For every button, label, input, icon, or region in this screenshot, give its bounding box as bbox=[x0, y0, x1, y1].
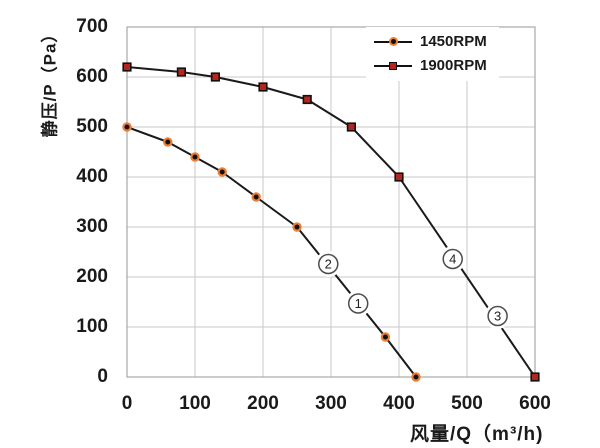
annotation-number: 4 bbox=[449, 252, 456, 267]
data-point-square bbox=[346, 122, 357, 132]
data-point-square bbox=[258, 82, 268, 92]
y-tick-label: 500 bbox=[76, 116, 108, 137]
annotation-number: 1 bbox=[355, 296, 362, 311]
x-tick-label: 600 bbox=[519, 393, 551, 414]
data-point-circle bbox=[217, 167, 227, 177]
x-tick-label: 300 bbox=[315, 393, 347, 414]
data-point-circle bbox=[122, 122, 132, 132]
y-tick-label: 200 bbox=[76, 266, 108, 287]
y-tick-label: 700 bbox=[76, 16, 108, 37]
data-point-circle bbox=[380, 332, 391, 342]
data-point-square bbox=[394, 172, 404, 182]
x-tick-label: 500 bbox=[451, 393, 483, 414]
data-point-circle bbox=[411, 372, 421, 382]
data-point-square bbox=[122, 62, 132, 72]
legend-label: 1450RPM bbox=[420, 33, 487, 50]
circle-marker-icon bbox=[388, 37, 398, 46]
y-axis-title: 静压/P（Pa） bbox=[40, 24, 60, 138]
data-point-square bbox=[530, 372, 540, 382]
y-tick-labels: 0 100 200 300 400 500 600 700 bbox=[38, 0, 108, 448]
y-tick-label: 400 bbox=[76, 166, 108, 187]
x-tick-label: 100 bbox=[179, 393, 211, 414]
annotation-number: 2 bbox=[325, 257, 332, 272]
data-point-square bbox=[302, 94, 312, 105]
y-tick-label: 300 bbox=[76, 216, 108, 237]
data-point-circle bbox=[292, 222, 302, 232]
y-tick-label: 0 bbox=[97, 366, 108, 387]
data-point-circle bbox=[190, 152, 200, 162]
legend-label: 1900RPM bbox=[420, 57, 487, 74]
plot-border bbox=[126, 26, 536, 378]
x-tick-label: 0 bbox=[121, 393, 133, 414]
x-tick-label: 400 bbox=[383, 393, 415, 414]
legend: 1450RPM 1900RPM bbox=[366, 27, 499, 81]
legend-line-icon bbox=[374, 61, 412, 70]
square-marker-icon bbox=[389, 61, 397, 70]
annotation-number: 3 bbox=[494, 309, 501, 324]
annotation-circle bbox=[347, 293, 369, 314]
data-point-circle bbox=[251, 192, 261, 202]
annotation-circle bbox=[318, 253, 339, 275]
y-tick-label: 100 bbox=[76, 316, 108, 337]
annotation-circle bbox=[442, 248, 463, 270]
data-point-square bbox=[210, 72, 221, 82]
legend-line-icon bbox=[374, 37, 412, 46]
x-tick-label: 200 bbox=[247, 393, 279, 414]
data-point-circle bbox=[163, 137, 173, 147]
data-point-square bbox=[176, 67, 187, 77]
legend-item-1450rpm: 1450RPM bbox=[374, 32, 487, 51]
x-tick-labels: 0 100 200 300 400 500 600 bbox=[0, 393, 600, 417]
legend-item-1900rpm: 1900RPM bbox=[374, 56, 487, 75]
series-line-1450rpm bbox=[126, 126, 417, 378]
y-tick-label: 600 bbox=[76, 66, 108, 87]
series-line-1900rpm bbox=[126, 66, 536, 378]
annotation-circle bbox=[487, 305, 508, 327]
x-axis-title: 风量/Q（m³/h) bbox=[410, 424, 544, 445]
